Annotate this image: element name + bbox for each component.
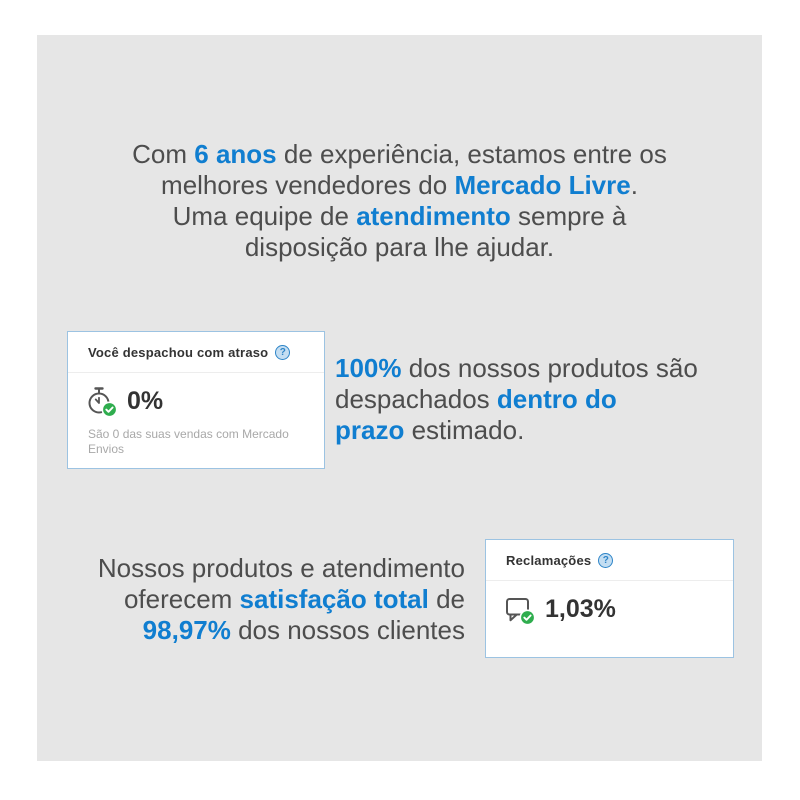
text-segment: despachados (335, 384, 497, 414)
complaints-card: Reclamações ? 1,03% (485, 539, 734, 658)
text-segment: Nossos produtos e atendimento (97, 553, 465, 583)
highlight-100-percent: 100% (335, 353, 402, 383)
highlight-dentro-do: dentro do (496, 384, 617, 414)
shipping-delay-card: Você despachou com atraso ? (67, 331, 325, 469)
highlight-satisfacao-total: satisfação total (239, 584, 429, 614)
help-icon[interactable]: ? (598, 553, 614, 568)
shipping-card-body: 0% São 0 das suas vendas com Mercado Env… (68, 373, 324, 457)
highlight-98-97-percent: 98,97% (142, 615, 231, 645)
intro-segment: sempre à (510, 201, 627, 231)
shipping-metric: 0% (85, 385, 306, 418)
complaints-card-header: Reclamações ? (486, 540, 733, 581)
intro-segment: de experiência, estamos entre os (276, 139, 667, 169)
shipping-metric-value: 0% (127, 387, 164, 415)
stopwatch-icon (85, 385, 118, 418)
intro-segment: disposição para lhe ajudar. (244, 232, 555, 262)
shipping-claim-text: 100% dos nossos produtos são despachados… (335, 353, 705, 446)
complaints-metric-value: 1,03% (545, 595, 616, 623)
complaints-metric: 1,03% (503, 593, 715, 626)
complaints-card-body: 1,03% (486, 581, 733, 626)
shipping-card-title: Você despachou com atraso (88, 345, 269, 360)
highlight-mercado-livre: Mercado Livre (454, 170, 631, 200)
text-segment: estimado. (404, 415, 525, 445)
intro-segment: Uma equipe de (172, 201, 357, 231)
intro-segment: melhores vendedores do (161, 170, 455, 200)
text-segment: de (428, 584, 465, 614)
complaints-card-title: Reclamações (506, 553, 592, 568)
intro-segment: . (630, 170, 638, 200)
shipping-card-header: Você despachou com atraso ? (68, 332, 324, 373)
text-segment: dos nossos produtos são (401, 353, 698, 383)
text-segment: oferecem (123, 584, 240, 614)
text-segment: dos nossos clientes (230, 615, 465, 645)
shipping-card-caption: São 0 das suas vendas com Mercado Envios (88, 427, 289, 456)
chat-bubble-icon (503, 593, 536, 626)
highlight-prazo: prazo (335, 415, 405, 445)
highlight-atendimento: atendimento (356, 201, 511, 231)
promo-panel: Com 6 anos de experiência, estamos entre… (37, 35, 762, 761)
satisfaction-claim-text: Nossos produtos e atendimento oferecem s… (47, 553, 465, 646)
help-icon[interactable]: ? (275, 345, 291, 360)
highlight-6-anos: 6 anos (194, 139, 277, 169)
intro-text: Com 6 anos de experiência, estamos entre… (37, 139, 762, 263)
intro-segment: Com (132, 139, 195, 169)
